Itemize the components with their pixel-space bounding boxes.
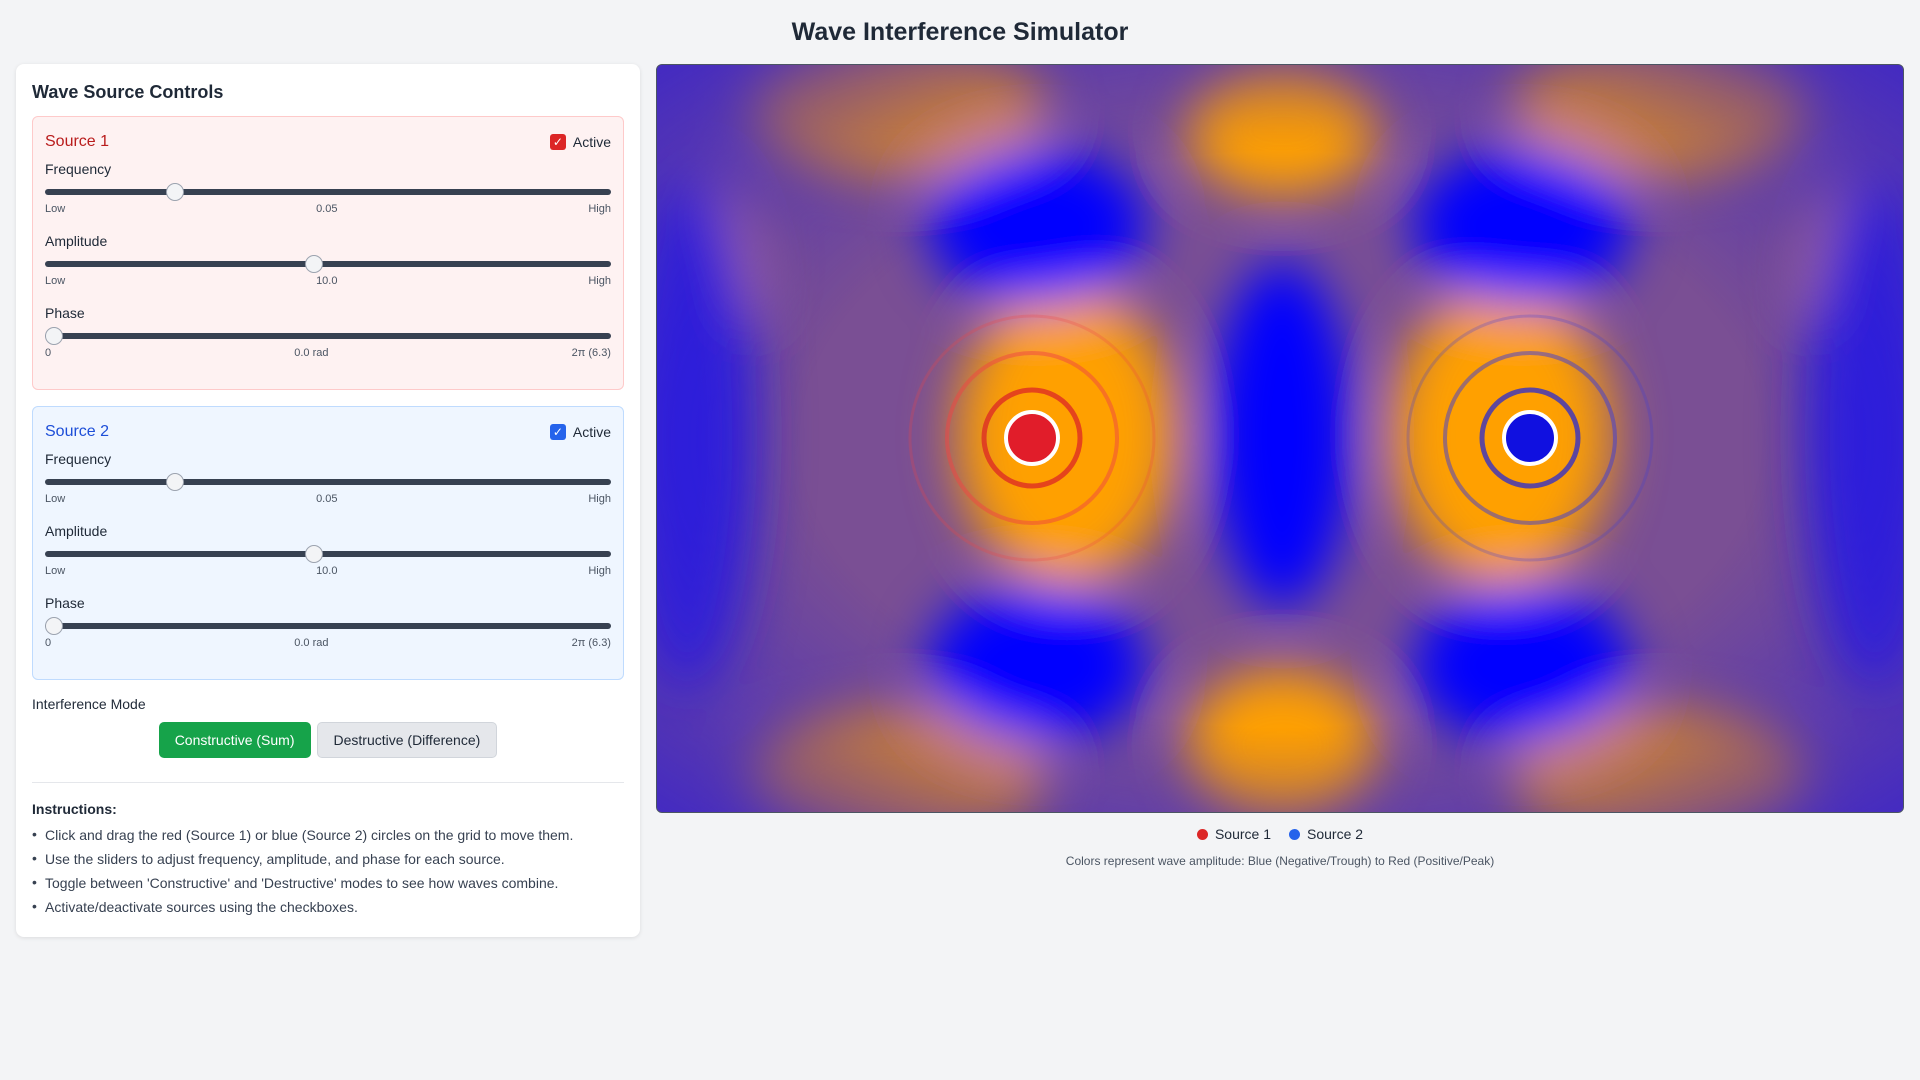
slider-min-label: Low	[45, 203, 66, 215]
interference-field[interactable]	[657, 65, 1904, 813]
constructive-mode-button[interactable]: Constructive (Sum)	[158, 722, 311, 758]
red-dot-icon	[1196, 828, 1208, 840]
slider-max-label: 2π (6.3)	[571, 347, 611, 359]
legend: Source 1 Source 2	[656, 826, 1904, 842]
slider-value-label: 0.05	[316, 203, 338, 215]
source-1-marker[interactable]	[908, 314, 1156, 562]
source-1-amplitude-control: Amplitude Low 10.0 High	[45, 233, 611, 297]
source-2-frequency-slider[interactable]	[45, 469, 611, 493]
slider-thumb[interactable]	[45, 327, 63, 345]
slider-value-label: 0.0 rad	[294, 347, 329, 359]
amplitude-label: Amplitude	[45, 233, 108, 249]
slider-track	[45, 479, 611, 485]
legend-label: Source 1	[1214, 826, 1271, 842]
source-2-amplitude-slider[interactable]	[45, 541, 611, 565]
amplitude-label: Amplitude	[45, 523, 108, 539]
blue-dot-icon	[1289, 828, 1300, 840]
source-1-active-toggle[interactable]: ✓ Active	[549, 134, 611, 150]
legend-item-source-1: Source 1	[1196, 826, 1271, 842]
slider-min-label: 0	[45, 637, 52, 649]
slider-max-label: High	[588, 275, 611, 287]
source-1-name: Source 1	[45, 133, 110, 150]
slider-thumb[interactable]	[165, 183, 184, 201]
list-item: Toggle between 'Constructive' and 'Destr…	[32, 874, 624, 899]
panel-title: Wave Source Controls	[32, 82, 224, 102]
list-item: Use the sliders to adjust frequency, amp…	[32, 850, 624, 875]
checkbox-checked-icon[interactable]: ✓	[549, 134, 566, 150]
slider-min-label: Low	[45, 493, 66, 505]
list-item: Activate/deactivate sources using the ch…	[32, 898, 624, 923]
slider-track	[45, 333, 611, 339]
slider-max-label: High	[588, 565, 611, 577]
divider	[32, 782, 624, 783]
source-2-active-label: Active	[572, 424, 611, 440]
instructions-list: Click and drag the red (Source 1) or blu…	[32, 826, 624, 923]
slider-track	[45, 551, 611, 557]
phase-label: Phase	[45, 595, 85, 611]
source-2-amplitude-control: Amplitude Low 10.0 High	[45, 523, 611, 587]
source-1-phase-slider[interactable]	[45, 323, 611, 347]
phase-label: Phase	[45, 305, 85, 321]
slider-max-label: High	[588, 493, 611, 505]
simulation-canvas[interactable]	[656, 64, 1904, 813]
slider-track	[45, 189, 611, 195]
slider-track	[45, 261, 611, 267]
source-2-phase-control: Phase 0 0.0 rad 2π (6.3)	[45, 595, 611, 659]
source-1-frequency-control: Frequency Low 0.05 High	[45, 161, 611, 225]
slider-min-label: 0	[45, 347, 52, 359]
frequency-label: Frequency	[45, 451, 112, 467]
field-vignette	[657, 65, 1903, 812]
slider-value-label: 10.0	[316, 275, 338, 287]
slider-track	[45, 623, 611, 629]
slider-thumb[interactable]	[45, 617, 63, 635]
checkbox-checked-icon[interactable]: ✓	[549, 424, 566, 440]
slider-max-label: 2π (6.3)	[571, 637, 611, 649]
source-2-phase-slider[interactable]	[45, 613, 611, 637]
slider-thumb[interactable]	[305, 255, 324, 273]
legend-item-source-2: Source 2	[1289, 826, 1363, 842]
source-1-frequency-slider[interactable]	[45, 179, 611, 203]
destructive-mode-button[interactable]: Destructive (Difference)	[316, 722, 498, 758]
list-item: Click and drag the red (Source 1) or blu…	[32, 826, 624, 851]
legend-label: Source 2	[1307, 826, 1364, 842]
interference-mode-label: Interference Mode	[32, 696, 146, 712]
source-2-active-toggle[interactable]: ✓ Active	[549, 424, 611, 440]
slider-value-label: 0.05	[316, 493, 338, 505]
slider-max-label: High	[588, 203, 611, 215]
slider-min-label: Low	[45, 275, 66, 287]
slider-thumb[interactable]	[165, 473, 184, 491]
source-2-frequency-control: Frequency Low 0.05 High	[45, 451, 611, 515]
slider-thumb[interactable]	[305, 545, 324, 563]
source-1-card: Source 1 ✓ Active Frequency Low 0.05 Hig…	[32, 116, 624, 390]
frequency-label: Frequency	[45, 161, 112, 177]
source-2-card: Source 2 ✓ Active Frequency Low 0.05 Hig…	[32, 406, 624, 680]
slider-min-label: Low	[45, 565, 66, 577]
color-caption: Colors represent wave amplitude: Blue (N…	[1065, 854, 1495, 868]
source-2-marker[interactable]	[1406, 314, 1654, 562]
source-1-phase-control: Phase 0 0.0 rad 2π (6.3)	[45, 305, 611, 369]
source-1-amplitude-slider[interactable]	[45, 251, 611, 275]
slider-value-label: 10.0	[316, 565, 338, 577]
control-panel: Wave Source Controls Source 1 ✓ Active F…	[16, 64, 640, 937]
source-1-active-label: Active	[572, 134, 611, 150]
source-2-name: Source 2	[45, 423, 110, 440]
page-title: Wave Interference Simulator	[791, 18, 1129, 46]
interference-mode-group: Constructive (Sum) Destructive (Differen…	[32, 722, 624, 758]
slider-value-label: 0.0 rad	[294, 637, 329, 649]
instructions-title: Instructions:	[32, 801, 117, 817]
